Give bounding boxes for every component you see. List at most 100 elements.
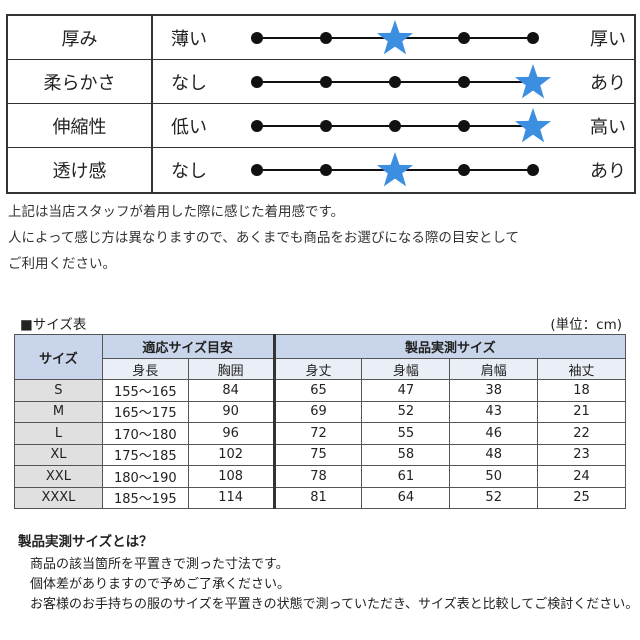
table-cell: 84 bbox=[187, 379, 275, 402]
feel-row: 透け感 なし あり bbox=[8, 148, 634, 192]
feel-high-label: あり bbox=[590, 161, 626, 182]
rating-star-icon bbox=[376, 152, 414, 187]
feel-row: 厚み 薄い 厚い bbox=[8, 16, 634, 60]
table-cell: 165～175 bbox=[101, 400, 189, 423]
table-cell: 18 bbox=[537, 379, 626, 402]
feel-scale: なし あり bbox=[153, 148, 634, 192]
table-cell: 52 bbox=[449, 486, 539, 509]
size-header: サイズ bbox=[14, 334, 103, 380]
feel-low-label: なし bbox=[171, 161, 207, 182]
group-header-fit: 適応サイズ目安 bbox=[101, 334, 275, 359]
table-cell: 180～190 bbox=[101, 465, 189, 488]
scale-dot bbox=[320, 76, 332, 88]
feel-high-label: あり bbox=[590, 72, 626, 94]
scale-dot bbox=[527, 32, 539, 44]
explain-line: お客様のお手持ちの服のサイズを平置きの状態で測っていただき、サイズ表と比較してご… bbox=[30, 597, 639, 612]
table-cell: 48 bbox=[449, 443, 539, 466]
table-cell: 47 bbox=[361, 379, 451, 402]
feel-high-label: 厚い bbox=[590, 28, 626, 50]
scale-dot bbox=[320, 164, 332, 176]
size-cell: XXXL bbox=[14, 486, 103, 509]
column-header: 身幅 bbox=[361, 358, 451, 380]
size-cell: XXL bbox=[14, 465, 103, 488]
table-cell: 108 bbox=[187, 465, 275, 488]
note-line: 上記は当店スタッフが着用した際に感じた着用感です。 bbox=[8, 204, 345, 220]
scale-dot bbox=[320, 120, 332, 132]
scale-dot bbox=[458, 32, 470, 44]
table-cell: 114 bbox=[187, 486, 275, 509]
table-row: S 155～165 84 65 47 38 18 bbox=[14, 379, 626, 402]
feel-name: 厚み bbox=[8, 16, 153, 59]
size-table-title: ■サイズ表 bbox=[20, 317, 87, 333]
group-header-measured: 製品実測サイズ bbox=[272, 334, 627, 359]
feel-low-label: 薄い bbox=[171, 28, 207, 50]
feel-row: 柔らかさ なし あり bbox=[8, 60, 634, 104]
table-cell: 22 bbox=[537, 422, 626, 445]
table-row: XXL 180～190 108 78 61 50 24 bbox=[14, 465, 626, 488]
size-table: サイズ 適応サイズ目安 製品実測サイズ 身長 胸囲 身丈 身幅 肩幅 袖丈 S … bbox=[14, 334, 627, 509]
feel-scale: 薄い 厚い bbox=[153, 16, 634, 59]
scale-dot bbox=[389, 76, 401, 88]
feel-scale: なし あり bbox=[153, 60, 634, 103]
table-cell: 170～180 bbox=[101, 422, 189, 445]
table-cell: 90 bbox=[187, 400, 275, 423]
rating-star-icon bbox=[514, 64, 552, 99]
table-cell: 25 bbox=[537, 486, 626, 509]
size-cell: L bbox=[14, 422, 103, 445]
scale-dot bbox=[251, 76, 263, 88]
size-table-unit: (単位：cm) bbox=[550, 317, 622, 333]
table-row: XXXL 185～195 114 81 64 52 25 bbox=[14, 486, 626, 509]
column-header: 身長 bbox=[101, 358, 189, 380]
table-cell: 175～185 bbox=[101, 443, 189, 466]
table-cell: 75 bbox=[272, 443, 363, 466]
column-header: 胸囲 bbox=[187, 358, 275, 380]
table-cell: 102 bbox=[187, 443, 275, 466]
explain-title: 製品実測サイズとは？ bbox=[18, 534, 153, 550]
feel-low-label: なし bbox=[171, 72, 207, 94]
scale-dot bbox=[527, 164, 539, 176]
table-cell: 72 bbox=[272, 422, 363, 445]
table-cell: 52 bbox=[361, 400, 451, 423]
table-cell: 81 bbox=[272, 486, 363, 509]
column-header: 肩幅 bbox=[449, 358, 539, 380]
table-row: L 170～180 96 72 55 46 22 bbox=[14, 422, 626, 445]
feel-scale: 低い 高い bbox=[153, 104, 634, 147]
scale-dot bbox=[458, 164, 470, 176]
size-cell: M bbox=[14, 400, 103, 423]
feel-table: 厚み 薄い 厚い 柔らかさ なし あり 伸縮性 低い 高い 透け感 なし あり bbox=[6, 14, 636, 194]
scale-dot bbox=[458, 76, 470, 88]
table-cell: 46 bbox=[449, 422, 539, 445]
size-cell: XL bbox=[14, 443, 103, 466]
scale-dot bbox=[389, 120, 401, 132]
table-cell: 23 bbox=[537, 443, 626, 466]
table-cell: 58 bbox=[361, 443, 451, 466]
table-cell: 55 bbox=[361, 422, 451, 445]
scale-dot bbox=[251, 120, 263, 132]
feel-name: 伸縮性 bbox=[8, 104, 153, 147]
table-cell: 69 bbox=[272, 400, 363, 423]
table-cell: 185～195 bbox=[101, 486, 189, 509]
table-cell: 96 bbox=[187, 422, 275, 445]
rating-star-icon bbox=[514, 108, 552, 143]
note-line: ご利用ください。 bbox=[8, 256, 116, 272]
explain-line: 個体差がありますので予めご了承ください。 bbox=[30, 577, 291, 592]
column-header: 袖丈 bbox=[537, 358, 626, 380]
table-cell: 43 bbox=[449, 400, 539, 423]
scale-dot bbox=[458, 120, 470, 132]
feel-high-label: 高い bbox=[590, 116, 626, 138]
table-cell: 65 bbox=[272, 379, 363, 402]
size-cell: S bbox=[14, 379, 103, 402]
feel-name: 透け感 bbox=[8, 148, 153, 192]
table-cell: 24 bbox=[537, 465, 626, 488]
feel-low-label: 低い bbox=[171, 116, 207, 138]
table-cell: 38 bbox=[449, 379, 539, 402]
table-cell: 50 bbox=[449, 465, 539, 488]
table-row: M 165～175 90 69 52 43 21 bbox=[14, 400, 626, 423]
explain-line: 商品の該当箇所を平置きで測った寸法です。 bbox=[30, 557, 289, 572]
scale-dot bbox=[251, 164, 263, 176]
note-line: 人によって感じ方は異なりますので、あくまでも商品をお選びになる際の目安として bbox=[8, 230, 519, 246]
table-cell: 21 bbox=[537, 400, 626, 423]
column-header: 身丈 bbox=[272, 358, 363, 380]
feel-row: 伸縮性 低い 高い bbox=[8, 104, 634, 148]
feel-name: 柔らかさ bbox=[8, 60, 153, 103]
